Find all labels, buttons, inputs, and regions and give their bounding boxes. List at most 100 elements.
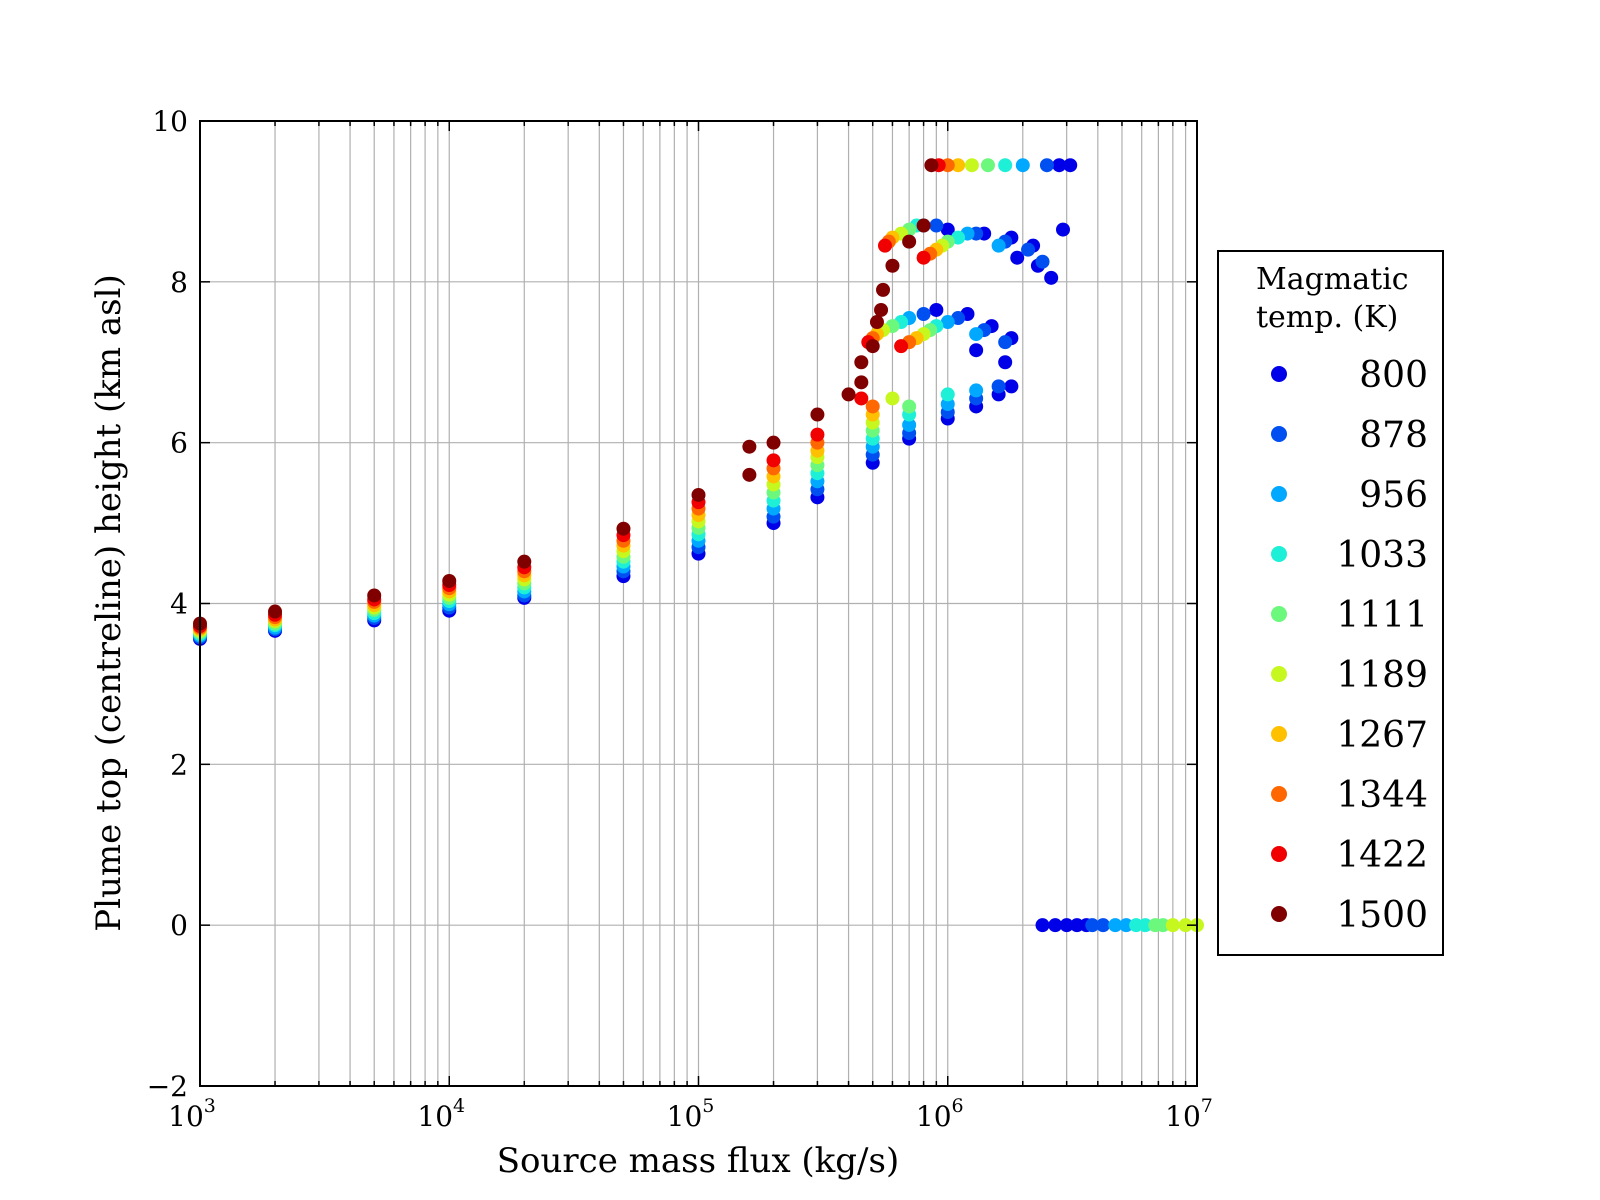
data-point (1063, 158, 1078, 173)
y-tick-label: 8 (170, 266, 188, 299)
data-point (885, 258, 900, 273)
data-point (940, 397, 955, 412)
data-point (810, 427, 825, 442)
data-point (876, 282, 891, 297)
legend-label: 1422 (1336, 835, 1428, 876)
y-tick-label: 6 (170, 427, 188, 460)
legend-marker (1271, 546, 1287, 562)
data-point (1165, 918, 1180, 933)
data-point (969, 327, 984, 342)
x-tick-label: 103 (168, 1095, 216, 1133)
data-point (874, 302, 889, 317)
data-point (1119, 918, 1134, 933)
legend: Magmatic temp. (K) 800 878 956 1033 1111 1189… (1217, 250, 1444, 956)
x-tick-label: 104 (417, 1095, 465, 1133)
data-point (916, 250, 931, 265)
data-point (367, 588, 382, 603)
data-point (998, 335, 1013, 350)
data-point (877, 238, 892, 253)
legend-label: 878 (1359, 415, 1428, 456)
data-point (969, 383, 984, 398)
data-point (841, 387, 856, 402)
y-tick-label: 4 (170, 588, 188, 621)
data-point (1010, 250, 1025, 265)
data-point (929, 302, 944, 317)
x-tick-label: 105 (667, 1095, 715, 1133)
x-tick-exponent: 4 (453, 1095, 465, 1117)
data-point (691, 487, 706, 502)
data-point (1096, 918, 1111, 933)
x-tick-exponent: 5 (702, 1095, 714, 1117)
legend-marker (1271, 606, 1287, 622)
legend-marker (1271, 366, 1287, 382)
data-point (1056, 222, 1071, 237)
legend-label: 1344 (1336, 775, 1428, 816)
x-tick-exponent: 3 (204, 1095, 216, 1117)
x-axis-title: Source mass flux (kg/s) (497, 1141, 899, 1181)
legend-label: 1500 (1336, 895, 1428, 936)
data-point (854, 375, 869, 390)
data-point (1004, 379, 1019, 394)
axis-ticks (199, 120, 1198, 1087)
data-point (998, 355, 1013, 370)
data-point (894, 339, 909, 354)
legend-title-line-2: temp. (K) (1256, 300, 1398, 335)
data-point (1048, 918, 1063, 933)
legend-marker (1271, 666, 1287, 682)
legend-label: 800 (1359, 355, 1428, 396)
data-point (517, 554, 532, 569)
legend-marker (1271, 486, 1287, 502)
data-point (1138, 918, 1153, 933)
data-points (193, 158, 1204, 933)
data-point (980, 158, 995, 173)
y-tick-label: −2 (147, 1070, 188, 1103)
data-point (810, 407, 825, 422)
data-point (1108, 918, 1123, 933)
data-point (1015, 158, 1030, 173)
data-point (1039, 158, 1054, 173)
x-tick-label: 106 (916, 1095, 964, 1133)
data-point (940, 387, 955, 402)
data-point (1035, 918, 1050, 933)
data-point (268, 604, 283, 619)
data-point (929, 218, 944, 233)
data-point (616, 521, 631, 536)
x-tick-exponent: 7 (1201, 1095, 1213, 1117)
data-point (998, 158, 1013, 173)
data-point (991, 238, 1006, 253)
data-point (885, 391, 900, 406)
data-point (1021, 242, 1036, 257)
data-point (865, 339, 880, 354)
data-point (940, 222, 955, 237)
legend-label: 1033 (1336, 535, 1428, 576)
data-point (964, 158, 979, 173)
data-point (742, 467, 757, 482)
data-point (902, 399, 917, 414)
data-point (766, 435, 781, 450)
data-point (742, 439, 757, 454)
data-point (902, 234, 917, 249)
legend-box (1217, 250, 1444, 956)
data-point (969, 343, 984, 358)
data-point (924, 158, 939, 173)
tick-labels: 103 104 105 106 107 −2 0 2 4 6 8 10 (147, 105, 1213, 1133)
data-point (916, 307, 931, 321)
legend-entries: 800 878 956 1033 1111 1189 1267 1344 1422 1500 (1271, 355, 1428, 936)
data-point (940, 315, 955, 330)
legend-label: 1267 (1336, 715, 1428, 756)
legend-title-line-1: Magmatic (1256, 262, 1409, 297)
data-point (1035, 254, 1050, 269)
y-tick-label: 2 (170, 748, 188, 781)
data-point (991, 379, 1006, 394)
y-tick-label: 10 (152, 105, 188, 138)
data-point (1044, 270, 1059, 285)
x-tick-exponent: 6 (952, 1095, 964, 1117)
legend-marker (1271, 786, 1287, 802)
y-tick-label: 0 (170, 909, 188, 942)
data-point (869, 315, 884, 330)
data-point (854, 355, 869, 370)
data-point (1085, 918, 1100, 933)
legend-marker (1271, 846, 1287, 862)
data-point (854, 391, 869, 406)
y-axis-title: Plume top (centreline) height (km asl) (89, 274, 129, 932)
